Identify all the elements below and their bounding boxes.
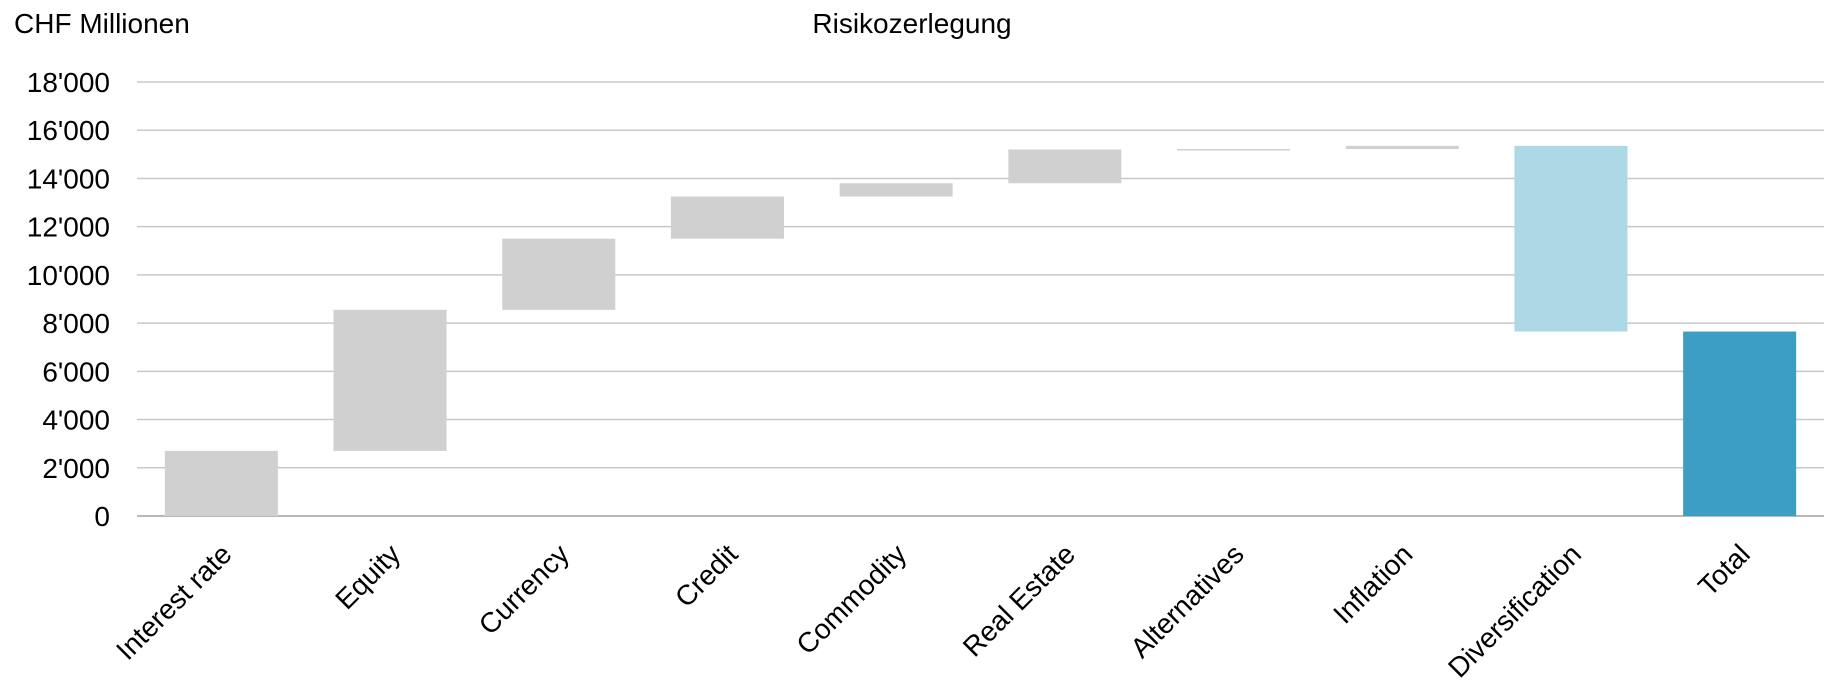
x-tick-label: Credit [669,538,744,613]
y-tick-label: 18'000 [27,67,110,98]
y-tick-label: 10'000 [27,260,110,291]
bar-alternatives [1177,149,1291,151]
bar-currency [502,238,616,310]
bar-credit [670,196,784,239]
y-tick-label: 14'000 [27,163,110,194]
y-axis-ticks: 0 2'000 4'000 6'000 8'000 10'000 12'000 14'000 1… [27,67,110,532]
x-tick-label: Commodity [790,538,912,660]
y-unit-label: CHF Millionen [14,8,190,39]
bar-real-estate [1008,149,1122,184]
chart-title: Risikozerlegung [812,8,1012,39]
y-tick-label: 6'000 [42,356,110,387]
x-tick-label: Equity [329,538,406,615]
y-tick-label: 12'000 [27,212,110,243]
x-tick-label: Diversification [1442,538,1587,683]
y-tick-label: 16'000 [27,115,110,146]
x-tick-label: Real Estate [957,538,1081,662]
x-tick-label: Inflation [1327,538,1418,629]
bar-diversification [1514,145,1628,332]
x-tick-label: Alternatives [1124,538,1249,663]
y-tick-label: 2'000 [42,453,110,484]
bar-total [1683,331,1797,516]
x-axis-ticks: Interest rate Equity Currency Credit Commodi… [110,538,1756,683]
y-tick-label: 4'000 [42,405,110,436]
bar-interest-rate [164,450,278,516]
bar-equity [333,309,447,451]
x-tick-label: Interest rate [110,538,238,666]
bar-inflation [1345,145,1459,150]
x-tick-label: Currency [473,538,575,640]
x-tick-label: Total [1692,538,1756,602]
bar-commodity [839,183,953,197]
y-tick-label: 8'000 [42,308,110,339]
bars [164,145,1797,516]
y-tick-label: 0 [94,501,110,532]
